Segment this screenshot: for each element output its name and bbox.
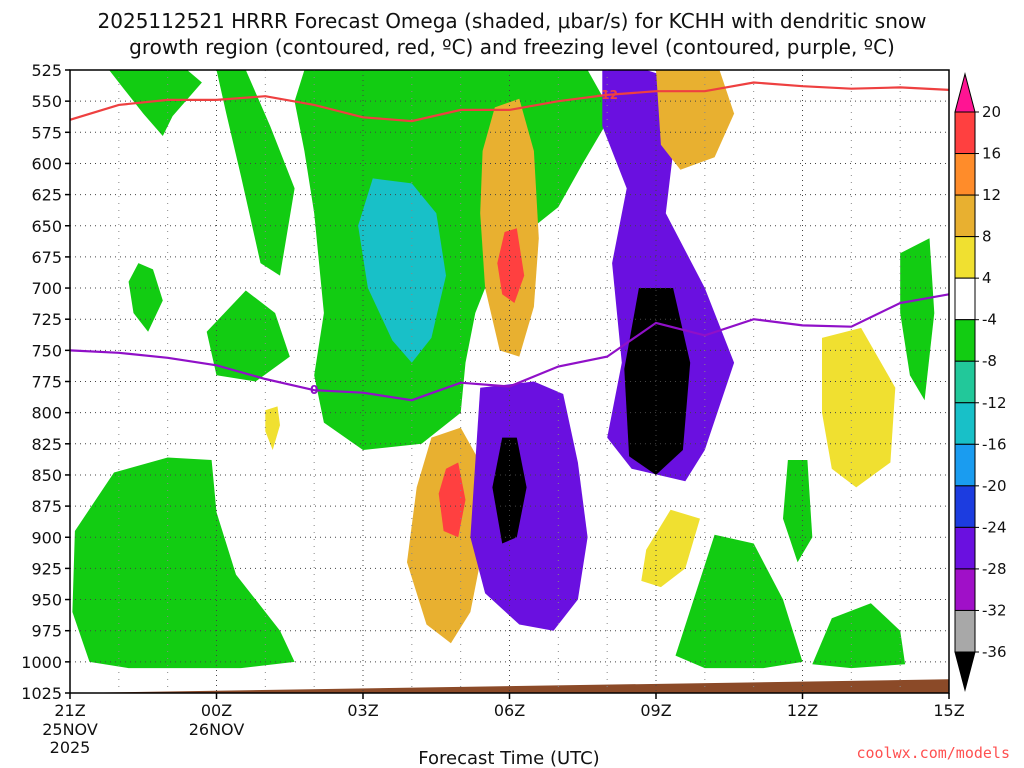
omega-cell-extra-7: [216, 70, 295, 276]
omega-cell-extra-4: [783, 460, 813, 563]
y-tick-label: 700: [31, 279, 62, 298]
omega-region-4: [72, 457, 295, 669]
omega-region-14: [822, 327, 896, 488]
colorbar-box: [954, 568, 976, 611]
colorbar-label: -32: [982, 601, 1007, 619]
omega-region-7: [480, 98, 539, 357]
y-tick-label: 1000: [21, 653, 62, 672]
y-tick-label: 875: [31, 497, 62, 516]
colorbar-box: [954, 111, 976, 155]
temperature-contours: -12 0: [70, 81, 949, 402]
dendritic-contour-line: [70, 81, 949, 123]
freezing-contour-line: [70, 293, 949, 402]
x-tick-label: 12Z: [787, 701, 818, 720]
omega-region-8: [497, 228, 525, 303]
x-tick-label: 21Z: [54, 701, 85, 720]
colorbar-box: [954, 153, 976, 196]
colorbar-label: 16: [982, 145, 1001, 163]
y-tick-label: 750: [31, 341, 62, 360]
y-tick-label: 850: [31, 466, 62, 485]
x-tick-sublabel-date: 25NOV: [42, 720, 98, 739]
omega-region-16: [812, 603, 906, 669]
colorbar-label: -12: [982, 394, 1007, 412]
x-tick-sublabel-date: 26NOV: [189, 720, 245, 739]
colorbar-label: -24: [982, 518, 1007, 536]
y-tick-label: 950: [31, 591, 62, 610]
colorbar-box: [954, 194, 976, 238]
omega-region-3: [358, 178, 446, 363]
omega-cell-extra-3: [265, 406, 280, 450]
colorbar-box: [954, 277, 976, 321]
x-tick-label: 15Z: [933, 701, 964, 720]
omega-region-5: [407, 427, 486, 644]
omega-region-6: [438, 462, 466, 538]
x-tick-sublabel-year: 2025: [50, 738, 91, 757]
colorbar-box: [954, 609, 976, 653]
omega-colorbar: 20 16 12 8 4 -4 -8 -12 -16 -20 -24 -28 -32 -36: [954, 72, 1007, 692]
dendritic-contour-label: -12: [596, 88, 618, 102]
omega-region-13: [656, 70, 735, 170]
colorbar-label: -16: [982, 435, 1007, 453]
y-tick-label: 900: [31, 528, 62, 547]
colorbar-bottom-arrow: [954, 651, 976, 692]
y-tick-label: 825: [31, 435, 62, 454]
y-tick-label: 1025: [21, 684, 62, 703]
omega-region-1: [109, 70, 202, 136]
colorbar-label: 8: [982, 228, 992, 246]
y-tick-label: 525: [31, 61, 62, 80]
pressure-axis: 525 550 575 600 625 650 675 700 725 750 775 800 825 8…: [21, 61, 70, 703]
colorbar-label: -4: [982, 311, 997, 329]
y-tick-label: 600: [31, 154, 62, 173]
colorbar-box: [954, 319, 976, 362]
colorbar-box: [954, 236, 976, 279]
y-tick-label: 725: [31, 310, 62, 329]
omega-region-2: [294, 70, 613, 450]
omega-region-15: [675, 534, 803, 669]
omega-cell-extra-2: [206, 290, 290, 382]
colorbar-box: [954, 360, 976, 404]
colorbar-label: -36: [982, 643, 1007, 661]
chart-title-line-2: growth region (contoured, red, ºC) and f…: [129, 35, 895, 59]
x-axis-label: Forecast Time (UTC): [418, 748, 599, 768]
colorbar-box: [954, 402, 976, 445]
y-tick-label: 800: [31, 404, 62, 423]
y-tick-label: 775: [31, 373, 62, 392]
x-tick-label: 06Z: [494, 701, 525, 720]
omega-cell-extra-1: [128, 263, 163, 332]
x-tick-label: 09Z: [640, 701, 671, 720]
colorbar-label: 12: [982, 186, 1001, 204]
y-tick-label: 625: [31, 186, 62, 205]
omega-cell-extra-6: [900, 238, 935, 401]
colorbar-label: -8: [982, 352, 997, 370]
freezing-contour-label: 0: [310, 383, 318, 397]
y-tick-label: 650: [31, 217, 62, 236]
omega-shading: [70, 70, 949, 693]
colorbar-label: 4: [982, 269, 992, 287]
colorbar-label: 20: [982, 103, 1001, 121]
x-tick-label: 00Z: [201, 701, 232, 720]
y-tick-label: 575: [31, 123, 62, 142]
y-tick-label: 675: [31, 248, 62, 267]
y-tick-label: 925: [31, 559, 62, 578]
colorbar-box: [954, 526, 976, 570]
colorbar-box: [954, 443, 976, 487]
y-tick-label: 975: [31, 622, 62, 641]
y-tick-label: 550: [31, 92, 62, 111]
omega-region-9: [470, 381, 588, 631]
colorbar-top-arrow: [954, 72, 976, 113]
colorbar-label: -28: [982, 560, 1007, 578]
x-tick-label: 03Z: [347, 701, 378, 720]
credit-text[interactable]: coolwx.com/models: [856, 744, 1010, 762]
terrain-fill: [70, 679, 949, 693]
chart-title-line-1: 2025112521 HRRR Forecast Omega (shaded, …: [98, 9, 927, 33]
colorbar-label: -20: [982, 477, 1007, 495]
colorbar-box: [954, 485, 976, 528]
omega-cell-extra-5: [641, 509, 700, 588]
